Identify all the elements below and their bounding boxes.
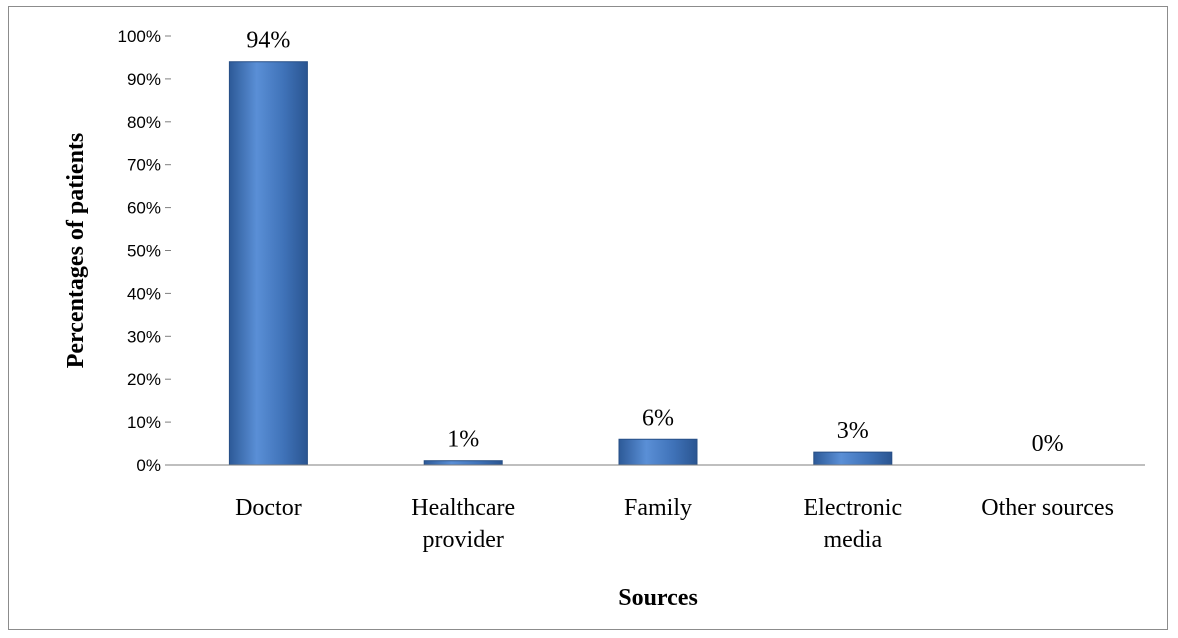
y-tick-label: 60% — [127, 199, 161, 218]
data-label: 0% — [1032, 431, 1064, 457]
x-tick-label-line: Healthcare — [411, 495, 515, 521]
chart-frame: 0% 10% 20% 30% 40% 50% 60% 70% 80% 90% 100% 94% 1% 6… — [8, 6, 1168, 630]
x-tick-label-line: Other sources — [981, 495, 1114, 521]
x-tick-label: Healthcare provider — [411, 495, 515, 553]
x-tick-label-line: media — [823, 527, 882, 553]
y-tick-label: 80% — [127, 113, 161, 132]
y-tick-label: 0% — [136, 456, 161, 475]
bar-chart: 0% 10% 20% 30% 40% 50% 60% 70% 80% 90% 100% 94% 1% 6… — [63, 27, 1145, 611]
y-tick-label: 40% — [127, 284, 161, 303]
x-tick-label: Electronic media — [803, 495, 902, 553]
x-axis-ticks: Doctor Healthcare provider Family Electronic… — [235, 495, 1114, 553]
x-tick-label: Family — [624, 495, 692, 521]
data-label: 6% — [642, 405, 674, 431]
x-tick-label: Other sources — [981, 495, 1114, 521]
x-tick-label: Doctor — [235, 495, 302, 521]
y-tick-label: 70% — [127, 156, 161, 175]
bar — [618, 438, 698, 466]
y-tick-label: 100% — [118, 27, 161, 46]
x-tick-label-line: Family — [624, 495, 692, 521]
data-label: 3% — [837, 418, 869, 444]
y-tick-label: 90% — [127, 70, 161, 89]
data-label: 94% — [246, 28, 290, 54]
y-axis-ticks: 0% 10% 20% 30% 40% 50% 60% 70% 80% 90% 100% — [118, 27, 171, 475]
bars — [228, 61, 893, 466]
x-tick-label-line: Doctor — [235, 495, 302, 521]
data-labels: 94% 1% 6% 3% 0% — [246, 28, 1063, 457]
bar — [423, 460, 503, 466]
y-tick-label: 50% — [127, 242, 161, 261]
y-tick-label: 30% — [127, 327, 161, 346]
x-tick-label-line: provider — [423, 527, 504, 553]
y-axis-title: Percentages of patients — [63, 133, 89, 369]
x-tick-label-line: Electronic — [803, 495, 902, 521]
x-axis-title: Sources — [618, 585, 698, 611]
data-label: 1% — [447, 427, 479, 453]
bar — [813, 451, 893, 466]
y-tick-label: 10% — [127, 413, 161, 432]
bar — [228, 61, 308, 466]
y-tick-label: 20% — [127, 370, 161, 389]
